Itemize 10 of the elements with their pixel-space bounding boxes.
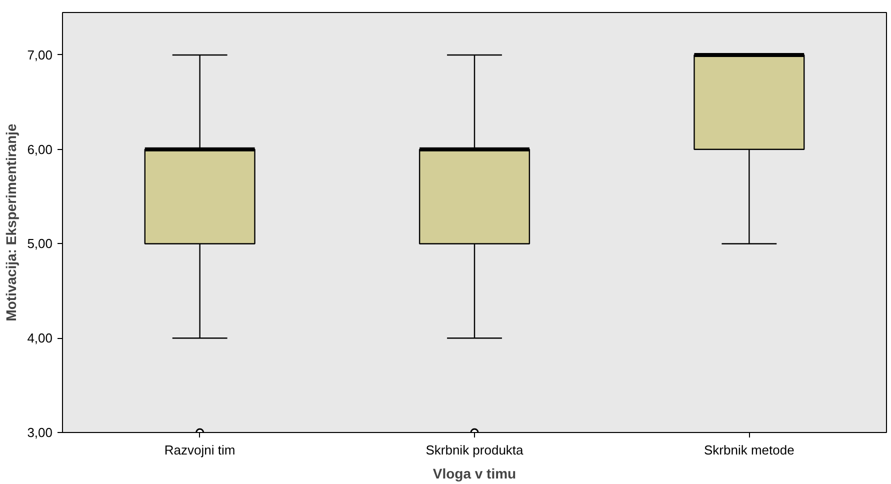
- x-tick-label: Razvojni tim: [164, 442, 236, 458]
- y-tick-label: 4,00: [27, 330, 53, 346]
- y-axis-title: Motivacija: Eksperimentiranje: [3, 123, 20, 322]
- x-axis-title: Vloga v timu: [432, 466, 516, 482]
- y-tick-label: 5,00: [27, 236, 53, 252]
- y-tick-label: 6,00: [27, 142, 53, 157]
- y-tick-label: 3,00: [27, 425, 53, 440]
- x-tick-label: Skrbnik metode: [704, 442, 794, 458]
- x-tick-label: Skrbnik produkta: [426, 442, 524, 458]
- y-tick-label: 7,00: [27, 47, 53, 62]
